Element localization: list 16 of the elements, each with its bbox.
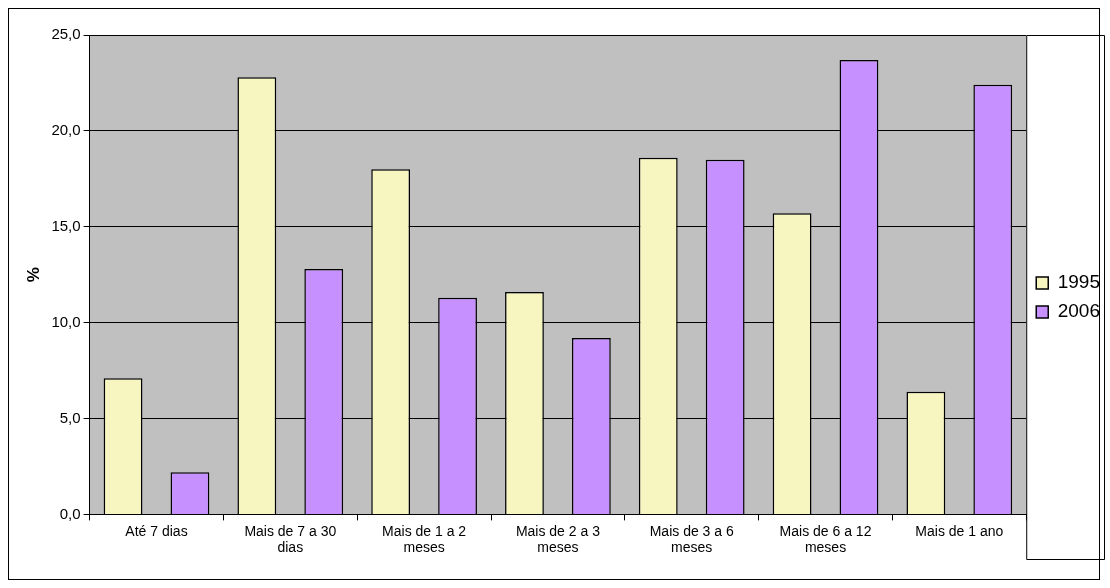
x-tick-label: Mais de 1 a 2 meses: [382, 522, 467, 556]
y-tick-label: 20,0: [51, 121, 81, 139]
legend-label: 2006: [1057, 300, 1101, 322]
y-axis-title: %: [23, 267, 43, 283]
y-tick-label: 5,0: [59, 408, 81, 426]
x-tick-label: Mais de 1 ano: [915, 522, 1004, 539]
x-tick-label: Mais de 7 a 30 dias: [244, 522, 337, 556]
x-tick-label: Mais de 3 a 6 meses: [649, 522, 734, 556]
y-tick-label: 15,0: [51, 216, 81, 234]
x-tick-label: Mais de 2 a 3 meses: [515, 522, 601, 556]
x-tick-label: Até 7 dias: [125, 522, 188, 539]
y-tick-label: 25,0: [51, 25, 81, 43]
x-tick-label: Mais de 6 a 12 meses: [779, 522, 872, 556]
y-tick-label: 0,0: [59, 504, 81, 522]
y-tick-label: 10,0: [51, 312, 81, 330]
legend-label: 1995: [1057, 271, 1101, 293]
